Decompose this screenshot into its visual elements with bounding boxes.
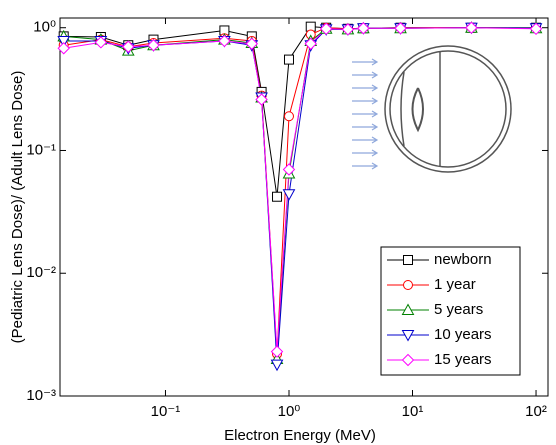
legend-label: 1 year — [434, 276, 476, 293]
marker — [245, 37, 259, 50]
marker — [218, 34, 231, 48]
marker — [357, 22, 370, 35]
y-tick-label: 10⁰ — [33, 19, 56, 36]
x-tick-label: 10¹ — [402, 403, 424, 420]
x-tick-label: 10² — [525, 403, 547, 420]
legend-marker — [401, 353, 415, 367]
marker — [94, 36, 108, 49]
marker — [341, 23, 355, 36]
y-tick-label: 10⁻² — [26, 264, 56, 281]
marker — [272, 191, 283, 202]
legend-label: 5 years — [434, 301, 483, 318]
marker — [122, 40, 135, 53]
marker — [465, 21, 478, 34]
beam-arrows — [352, 58, 379, 170]
legend-marker — [401, 303, 415, 315]
marker — [282, 163, 296, 176]
y-tick-label: 10⁻³ — [26, 387, 56, 404]
legend: newborn 1 year 5 years 10 years 15 years — [380, 246, 521, 376]
y-axis-label: (Pediatric Lens Dose)/ (Adult Lens Dose) — [9, 71, 26, 344]
series-line — [63, 26, 537, 197]
legend-label: 10 years — [434, 326, 492, 343]
marker — [394, 22, 407, 35]
plot-frame — [59, 17, 549, 397]
legend-marker — [403, 255, 413, 265]
marker — [270, 345, 284, 358]
marker — [304, 37, 317, 50]
legend-label: newborn — [434, 251, 492, 268]
legend-marker — [401, 330, 415, 342]
y-tick-label: 10⁻¹ — [26, 141, 56, 158]
legend-label: 15 years — [434, 351, 492, 368]
marker — [282, 189, 296, 201]
marker — [57, 35, 71, 48]
marker — [255, 93, 268, 106]
marker — [283, 111, 294, 122]
x-tick-label: 10⁻¹ — [151, 403, 181, 420]
series-line — [63, 27, 537, 352]
eye-diagram — [352, 45, 512, 173]
marker — [529, 22, 543, 36]
legend-marker — [403, 280, 413, 290]
marker — [57, 42, 70, 55]
x-tick-label: 10⁰ — [278, 403, 301, 420]
marker — [147, 39, 160, 52]
marker — [319, 22, 333, 36]
x-axis-label: Electron Energy (MeV) — [224, 427, 376, 444]
marker — [283, 54, 294, 65]
marker — [270, 359, 284, 372]
